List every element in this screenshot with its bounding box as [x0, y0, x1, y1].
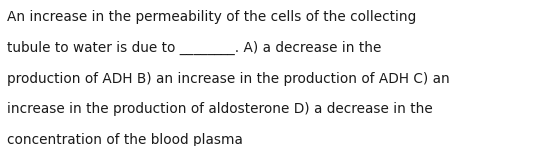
Text: increase in the production of aldosterone D) a decrease in the: increase in the production of aldosteron… [7, 102, 433, 116]
Text: tubule to water is due to ________. A) a decrease in the: tubule to water is due to ________. A) a… [7, 41, 382, 55]
Text: concentration of the blood plasma: concentration of the blood plasma [7, 133, 243, 146]
Text: production of ADH B) an increase in the production of ADH C) an: production of ADH B) an increase in the … [7, 72, 450, 86]
Text: An increase in the permeability of the cells of the collecting: An increase in the permeability of the c… [7, 10, 416, 24]
